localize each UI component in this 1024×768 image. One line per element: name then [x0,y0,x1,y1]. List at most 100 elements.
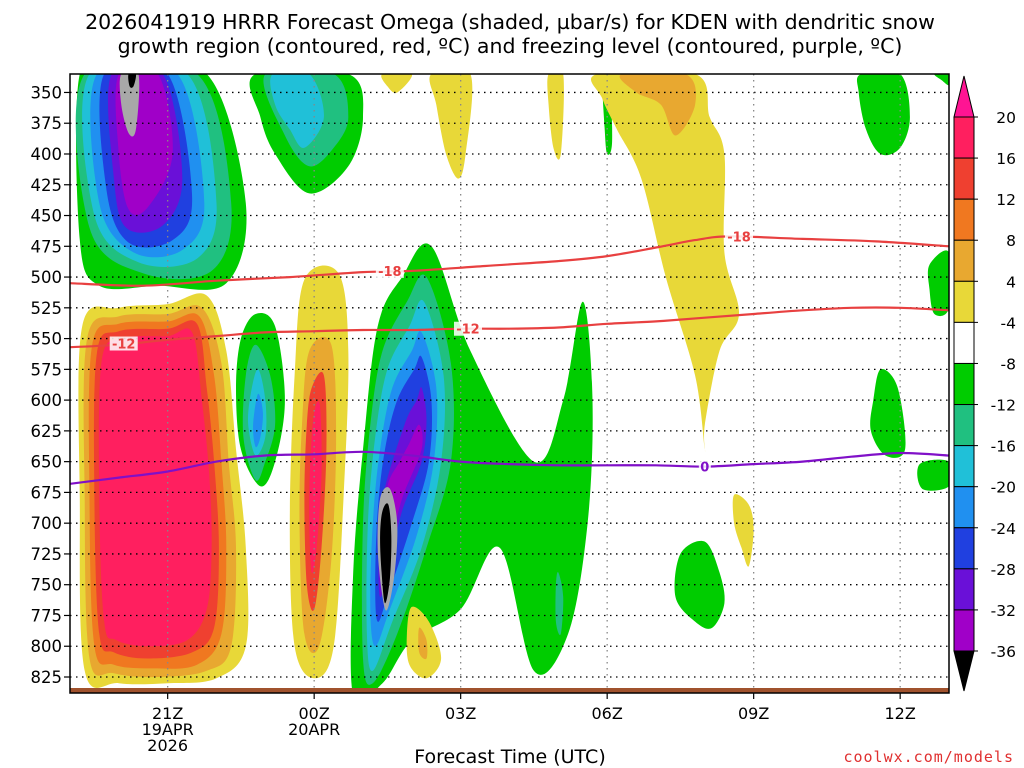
y-tick-label: 525 [31,299,63,318]
omega-region-ascent-col2 [856,74,910,156]
y-tick-label: 750 [31,576,63,595]
title-line-1: 2026041919 HRRR Forecast Omega (shaded, … [85,10,935,34]
contour-dgz-minus12 [70,306,949,349]
colorbar-top-arrow [953,75,975,118]
y-tick-label: 450 [31,207,63,226]
colorbar-swatch [953,239,975,282]
omega-region-sink-upper-c [547,74,564,160]
colorbar-swatch [953,527,975,570]
x-tick-label: 06Z [592,704,623,723]
y-tick-label: 600 [31,391,63,410]
contour-label: -18 [727,230,751,245]
x-axis-label: Forecast Time (UTC) [414,746,605,768]
colorbar-label: -24 [991,520,1016,538]
y-tick-label: 375 [31,114,63,133]
x-tick-label: 2026 [147,736,188,755]
omega-region-ascent-right-c [917,459,949,491]
colorbar-swatch [953,404,975,447]
omega-region-ascent-main [380,503,392,604]
plot-frame [69,73,950,694]
y-tick-label: 675 [31,483,63,502]
colorbar-swatch [953,445,975,488]
contour-labels: -18 -18 -12 -12 0 [109,229,754,476]
colorbar-swatch [953,486,975,529]
y-tick-label: 400 [31,145,63,164]
colorbar-label: -8 [1001,355,1016,373]
y-tick-label: 350 [31,83,63,102]
omega-region-ascent-right-b [927,250,949,317]
omega-region-sink-upper-a [381,74,413,93]
y-tick-label: 725 [31,545,63,564]
omega-region-sink-col [619,74,696,136]
credit-text: coolwx.com/models [843,748,1014,766]
colorbar-swatch [953,198,975,241]
contour-dgz-minus18 [70,235,949,287]
contour-label-bg [698,459,711,474]
title-line-2: growth region (contoured, red, ºC) and f… [118,34,903,58]
colorbar-label: 4 [1006,273,1016,291]
contour-label-bg [453,321,482,336]
omega-region-sink-mid [309,401,322,574]
omega-region-ascent-lower-b [555,571,564,635]
chart-title: 2026041919 HRRR Forecast Omega (shaded, … [85,10,935,58]
omega-region-sink-upper-b [429,74,473,179]
colorbar: 20 16 12 8 4 -4 -8 -12 -16 -20 -24 -28 -32 -36 [953,75,1016,692]
colorbar-swatch [953,116,975,159]
contour-label: -12 [456,323,480,338]
y-tick-label: 800 [31,637,63,656]
contour-label: -18 [378,265,402,280]
omega-region-sink-col [591,74,740,452]
omega-shading [75,74,949,693]
y-tick-label: 425 [31,176,63,195]
colorbar-label: 16 [996,150,1016,168]
ground-surface-bar [70,688,949,693]
x-tick-label: 21Z [152,704,183,723]
omega-region-ascent-core-upper [128,74,137,88]
colorbar-label: -12 [991,397,1016,415]
colorbar-swatch [953,362,975,406]
omega-region-sink-large [98,328,212,647]
y-tick-label: 650 [31,453,63,472]
colorbar-label: -36 [991,643,1016,661]
x-tick-label: 20APR [288,720,340,739]
x-tick-label: 03Z [445,704,476,723]
omega-region-ascent-col2-tip [934,74,949,86]
y-tick-label: 825 [31,668,63,687]
colorbar-label: -4 [1001,314,1016,332]
x-tick-label: 12Z [885,704,916,723]
x-tick-label: 09Z [738,704,769,723]
colorbar-swatch [953,321,975,364]
omega-region-ascent-right-a [870,368,906,458]
x-tick-label: 19APR [142,720,194,739]
colorbar-swatch [953,157,975,200]
colorbar-bottom-arrow [953,650,975,692]
omega-region-ascent-lateleft [253,393,263,448]
contour-label-bg [375,263,404,278]
colorbar-swatch [953,568,975,611]
colorbar-label: -32 [991,602,1016,620]
y-tick-label: 575 [31,360,63,379]
y-tick-label: 550 [31,330,63,349]
contour-freezing-level-0 [70,450,949,485]
colorbar-swatch [953,609,975,652]
omega-region-sink-small-e [732,494,754,567]
colorbar-label: 8 [1006,232,1016,250]
contour-label-bg [725,229,754,244]
omega-region-sink-lower-c [418,627,428,660]
y-tick-label: 625 [31,422,63,441]
contour-label-bg [109,336,138,351]
y-tick-label: 700 [31,514,63,533]
omega-region-ascent-lower-d [674,540,725,629]
y-tick-label: 775 [31,606,63,625]
colorbar-label: -16 [991,438,1016,456]
omega-region-ascent-core-upper [119,74,140,137]
y-tick-label: 500 [31,268,63,287]
colorbar-label: 12 [996,191,1016,209]
colorbar-label: 20 [996,109,1016,127]
y-tick-label: 475 [31,237,63,256]
colorbar-swatch [953,280,975,323]
contour-label: -12 [112,338,136,353]
colorbar-label: -28 [991,561,1016,579]
